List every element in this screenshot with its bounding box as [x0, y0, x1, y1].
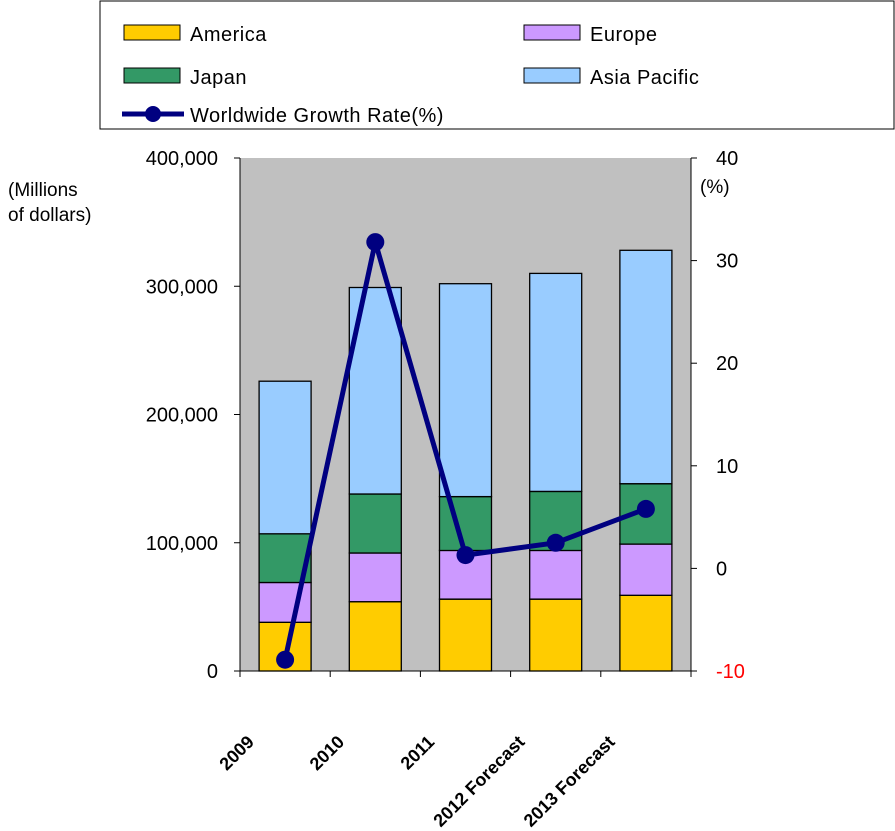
- category-label: 2012 Forecast: [429, 732, 528, 831]
- bar-america-3: [529, 598, 583, 672]
- growth-point-3: [546, 533, 565, 552]
- legend-swatch-europe: [523, 24, 581, 41]
- left-tick-label: 400,000: [146, 148, 218, 170]
- legend-marker-growth: [145, 106, 161, 122]
- bar-asia-pacific-0: [258, 380, 312, 535]
- legend-swatch-japan: [123, 67, 181, 84]
- left-tick-label: 100,000: [146, 533, 218, 555]
- growth-point-2: [456, 546, 475, 565]
- bar-japan-1: [348, 493, 402, 554]
- left-tick-labels: 0 100,000 200,000 300,000 400,000: [146, 148, 240, 683]
- bar-europe-0: [258, 581, 312, 623]
- bar-america-2: [438, 598, 493, 672]
- legend-swatch-america: [123, 24, 181, 41]
- legend: America Europe Japan Asia Pacific Worldw…: [99, 0, 895, 130]
- category-label: 2010: [306, 732, 348, 774]
- right-tick-label: 0: [716, 558, 727, 580]
- right-tick-label: 40: [716, 148, 738, 170]
- growth-line-group: [276, 233, 655, 669]
- growth-point-0: [276, 650, 295, 669]
- legend-label-europe: Europe: [590, 24, 658, 46]
- category-label: 2013 Forecast: [520, 732, 619, 831]
- category-label: 2011: [397, 732, 439, 774]
- bar-america-1: [348, 601, 402, 672]
- left-tick-label: 0: [207, 661, 218, 683]
- bar-asia-pacific-4: [619, 249, 673, 485]
- legend-label-growth: Worldwide Growth Rate(%): [190, 105, 444, 127]
- left-axis-unit-line1: (Millions: [8, 180, 78, 201]
- bar-europe-3: [529, 549, 583, 600]
- right-tick-label: -10: [716, 661, 745, 683]
- right-axis-unit: (%): [700, 177, 730, 198]
- right-tick-label: 10: [716, 456, 738, 478]
- growth-point-1: [366, 233, 385, 252]
- legend-label-america: America: [190, 24, 267, 46]
- bar-asia-pacific-3: [529, 272, 583, 493]
- bar-asia-pacific-2: [438, 283, 493, 498]
- legend-swatch-asia-pacific: [523, 67, 581, 84]
- bar-america-4: [619, 594, 673, 672]
- right-tick-labels: -10 0 10 20 30 40: [691, 148, 745, 683]
- left-axis-unit-line2: of dollars): [8, 205, 91, 226]
- legend-label-japan: Japan: [190, 67, 247, 89]
- left-tick-label: 300,000: [146, 276, 218, 298]
- bar-japan-2: [438, 495, 493, 552]
- legend-label-asia-pacific: Asia Pacific: [590, 67, 699, 89]
- left-tick-label: 200,000: [146, 405, 218, 427]
- right-tick-label: 30: [716, 251, 738, 273]
- right-tick-label: 20: [716, 353, 738, 375]
- bar-europe-1: [348, 552, 402, 603]
- legend-box: [99, 0, 895, 130]
- category-label: 2009: [215, 732, 257, 774]
- growth-point-4: [636, 499, 655, 518]
- bar-europe-4: [619, 543, 673, 596]
